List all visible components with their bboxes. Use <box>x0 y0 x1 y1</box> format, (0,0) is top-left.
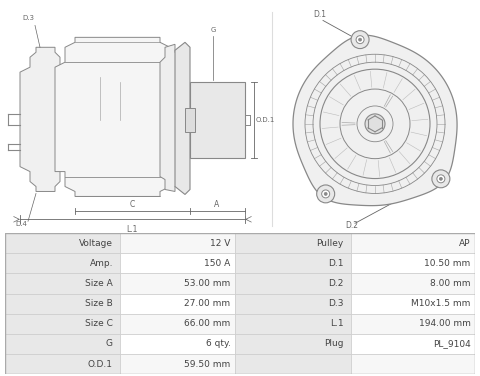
Text: 27.00 mm: 27.00 mm <box>184 299 230 308</box>
Polygon shape <box>55 37 175 196</box>
Text: L.1: L.1 <box>330 319 344 328</box>
Circle shape <box>356 36 364 44</box>
Bar <box>5 253 120 273</box>
Bar <box>350 233 475 253</box>
Circle shape <box>322 190 330 198</box>
Text: 12 V: 12 V <box>210 239 230 248</box>
Text: Pulley: Pulley <box>316 239 344 248</box>
Bar <box>120 253 235 273</box>
Text: Amp.: Amp. <box>89 259 113 268</box>
Bar <box>235 314 350 334</box>
Text: D.3: D.3 <box>22 15 34 21</box>
Bar <box>235 253 350 273</box>
Text: Size B: Size B <box>85 299 113 308</box>
Text: 59.50 mm: 59.50 mm <box>184 359 230 368</box>
Text: 150 A: 150 A <box>204 259 230 268</box>
Bar <box>120 294 235 314</box>
Bar <box>350 314 475 334</box>
Bar <box>235 354 350 374</box>
Text: O.D.1: O.D.1 <box>256 117 276 123</box>
Circle shape <box>437 175 445 183</box>
Bar <box>120 354 235 374</box>
Text: D.1: D.1 <box>328 259 344 268</box>
Bar <box>5 334 120 354</box>
Text: 6 qty.: 6 qty. <box>205 340 230 349</box>
Bar <box>120 314 235 334</box>
Polygon shape <box>160 44 180 191</box>
Bar <box>5 273 120 294</box>
Bar <box>5 294 120 314</box>
Bar <box>235 294 350 314</box>
Bar <box>350 294 475 314</box>
Bar <box>120 334 235 354</box>
Bar <box>5 314 120 334</box>
Bar <box>235 334 350 354</box>
Circle shape <box>432 170 450 188</box>
Text: G: G <box>210 27 216 33</box>
Text: 194.00 mm: 194.00 mm <box>419 319 470 328</box>
Circle shape <box>324 193 327 196</box>
Bar <box>5 354 120 374</box>
Text: Size C: Size C <box>85 319 113 328</box>
Text: Size A: Size A <box>85 279 113 288</box>
Circle shape <box>365 114 385 134</box>
Text: M10x1.5 mm: M10x1.5 mm <box>411 299 470 308</box>
Text: Voltage: Voltage <box>79 239 113 248</box>
Bar <box>350 273 475 294</box>
Bar <box>185 108 195 132</box>
Circle shape <box>351 31 369 49</box>
Polygon shape <box>20 47 60 191</box>
Text: D.2: D.2 <box>345 221 358 230</box>
Bar <box>350 253 475 273</box>
Text: D.2: D.2 <box>328 279 344 288</box>
Text: O.D.1: O.D.1 <box>88 359 113 368</box>
Text: D.3: D.3 <box>328 299 344 308</box>
Circle shape <box>359 38 361 41</box>
Bar <box>235 273 350 294</box>
Text: L.1: L.1 <box>126 225 138 234</box>
Circle shape <box>439 177 443 180</box>
Text: 53.00 mm: 53.00 mm <box>184 279 230 288</box>
Text: 10.50 mm: 10.50 mm <box>424 259 470 268</box>
Bar <box>120 233 235 253</box>
Bar <box>350 334 475 354</box>
Bar <box>5 233 120 253</box>
Text: AP: AP <box>459 239 470 248</box>
Bar <box>190 82 245 158</box>
Text: 66.00 mm: 66.00 mm <box>184 319 230 328</box>
Polygon shape <box>293 35 457 206</box>
Text: G: G <box>106 340 113 349</box>
Text: Plug: Plug <box>324 340 344 349</box>
Bar <box>120 273 235 294</box>
Text: D.4: D.4 <box>15 221 27 227</box>
Circle shape <box>317 185 335 203</box>
Bar <box>235 233 350 253</box>
Text: 8.00 mm: 8.00 mm <box>430 279 470 288</box>
Text: A: A <box>215 200 220 209</box>
Text: PL_9104: PL_9104 <box>433 340 470 349</box>
Bar <box>350 354 475 374</box>
Polygon shape <box>175 42 190 194</box>
Text: D.1: D.1 <box>313 11 326 20</box>
Text: C: C <box>130 200 134 209</box>
